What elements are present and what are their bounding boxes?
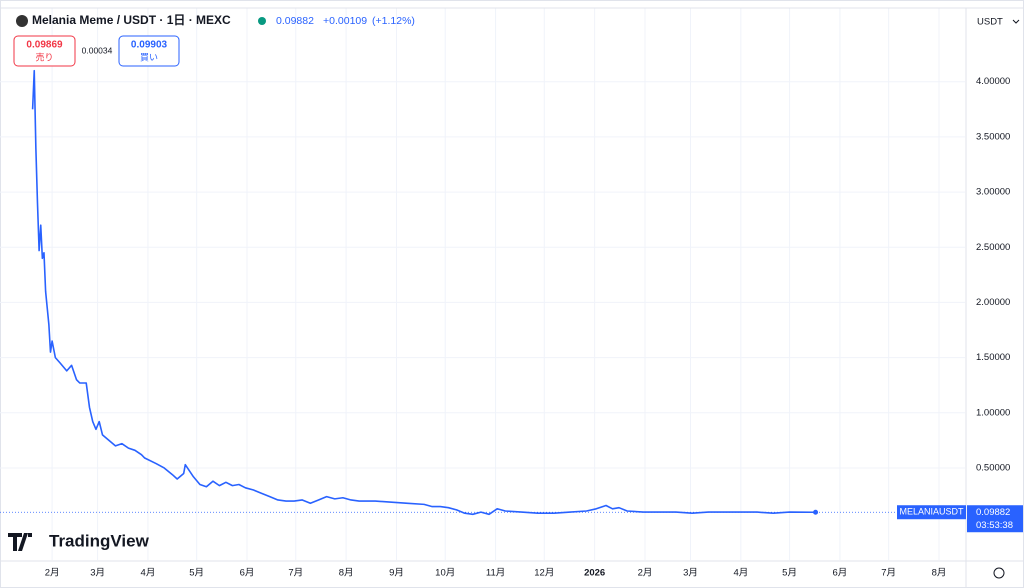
x-tick-label: 5月 xyxy=(189,568,204,579)
header-change: +0.00109 xyxy=(323,15,367,27)
x-tick-label: 2月 xyxy=(638,568,653,579)
buy-price: 0.09903 xyxy=(131,40,168,51)
x-tick-label: 8月 xyxy=(339,568,354,579)
x-tick-label: 12月 xyxy=(534,568,554,579)
x-tick-label: 4月 xyxy=(733,568,748,579)
series-name: MELANIAUSDT xyxy=(899,507,964,517)
countdown: 03:53:38 xyxy=(976,520,1013,531)
y-tick-label: 3.00000 xyxy=(976,187,1010,198)
x-tick-label: 3月 xyxy=(683,568,698,579)
x-tick-label: 7月 xyxy=(288,568,303,579)
price-line xyxy=(31,69,816,516)
dropdown-icon xyxy=(1012,19,1020,24)
market-status xyxy=(258,17,266,25)
header-change-pct: (+1.12%) xyxy=(372,15,415,27)
logo-icon xyxy=(8,533,32,551)
x-tick-label: 7月 xyxy=(881,568,896,579)
plot xyxy=(0,69,965,516)
symbol-title: Melania Meme / USDT · 1日 · MEXC xyxy=(32,13,231,27)
buy-label: 買い xyxy=(140,52,158,62)
x-tick-label: 11月 xyxy=(486,568,505,579)
x-tick-label: 8月 xyxy=(932,568,947,579)
sell-price: 0.09869 xyxy=(26,40,63,51)
currency-select[interactable]: USDT xyxy=(977,17,1003,28)
y-tick-label: 4.00000 xyxy=(976,76,1010,87)
sell-label: 売り xyxy=(35,51,53,62)
y-tick-label: 2.50000 xyxy=(976,242,1010,253)
y-tick-label: 0.50000 xyxy=(976,462,1010,473)
x-tick-label: 3月 xyxy=(90,568,105,579)
x-tick-label: 6月 xyxy=(833,568,848,579)
symbol-icon xyxy=(16,15,28,27)
y-tick-label: 2.00000 xyxy=(976,297,1010,308)
x-tick-label: 5月 xyxy=(782,568,797,579)
sell-button[interactable] xyxy=(13,35,76,67)
x-tick-label: 6月 xyxy=(240,568,255,579)
x-tick-label: 10月 xyxy=(435,568,455,579)
buy-button[interactable] xyxy=(118,35,180,67)
x-tick-label: 4月 xyxy=(141,568,156,579)
price-tag-value: 0.09882 xyxy=(976,507,1010,518)
last-point xyxy=(813,509,819,515)
grid xyxy=(0,8,965,560)
spread: 0.00034 xyxy=(82,45,113,55)
settings-icon[interactable] xyxy=(993,567,1005,579)
header-price: 0.09882 xyxy=(276,15,314,27)
y-tick-label: 1.50000 xyxy=(976,352,1010,363)
x-tick-label: 2026 xyxy=(584,568,605,579)
logo-text: TradingView xyxy=(49,531,150,550)
x-tick-label: 9月 xyxy=(389,568,404,579)
price-tag xyxy=(967,505,1023,533)
y-tick-label: 3.50000 xyxy=(976,131,1010,142)
x-tick-label: 2月 xyxy=(45,568,60,579)
y-tick-label: 1.00000 xyxy=(976,407,1010,418)
series-tag xyxy=(897,505,966,520)
